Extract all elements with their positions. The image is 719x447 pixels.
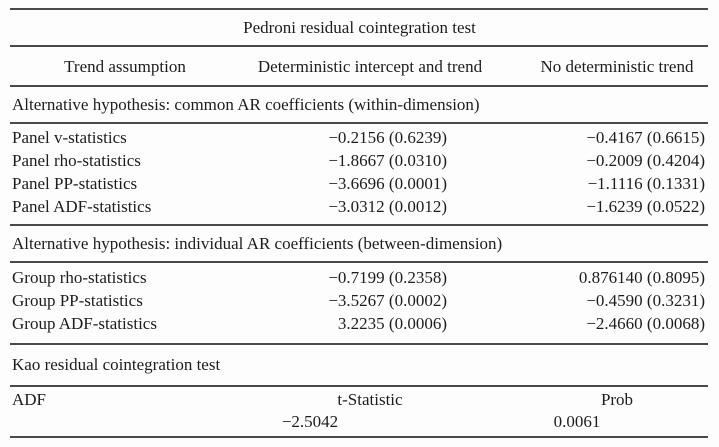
table-row: Panel ADF-statistics −3.0312 (0.0012) −1…: [0, 195, 719, 218]
between-dimension-rows: Group rho-statistics −0.7199 (0.2358) 0.…: [0, 263, 719, 343]
column-header-deterministic-intercept-trend: Deterministic intercept and trend: [257, 56, 483, 76]
table-row: Group ADF-statistics 3.2235 (0.0006) −2.…: [0, 312, 719, 335]
panel-pp-no-trend-value: −1.1116 (0.1331): [587, 174, 705, 193]
horizontal-rule-under-within-heading: [10, 122, 708, 124]
row-label-group-adf: Group ADF-statistics: [12, 314, 157, 333]
row-label-panel-adf: Panel ADF-statistics: [12, 197, 152, 216]
section-heading-within-dimension: Alternative hypothesis: common AR coeffi…: [12, 95, 480, 114]
kao-column-header-prob: Prob: [600, 390, 634, 409]
kao-column-header-t-statistic: t-Statistic: [337, 390, 403, 409]
panel-v-no-trend-value: −0.4167 (0.6615): [586, 128, 705, 147]
table-row: Group rho-statistics −0.7199 (0.2358) 0.…: [0, 266, 719, 289]
table-row: Panel rho-statistics −1.8667 (0.0310) −0…: [0, 149, 719, 172]
row-label-panel-rho: Panel rho-statistics: [12, 151, 141, 170]
column-header-trend-assumption: Trend assumption: [64, 56, 186, 76]
panel-v-intercept-trend-value: −0.2156 (0.6239): [328, 128, 447, 147]
row-label-group-rho: Group rho-statistics: [12, 268, 147, 287]
column-header-no-deterministic-trend: No deterministic trend: [540, 56, 694, 76]
kao-header-row: ADF t-Statistic Prob: [0, 389, 719, 411]
kao-value-row: −2.5042 0.0061: [0, 411, 719, 433]
panel-rho-no-trend-value: −0.2009 (0.4204): [586, 151, 705, 170]
column-header-row: Trend assumption Deterministic intercept…: [0, 47, 719, 85]
within-dimension-rows: Panel v-statistics −0.2156 (0.6239) −0.4…: [0, 124, 719, 224]
horizontal-rule-under-headers: [10, 85, 708, 87]
panel-adf-intercept-trend-value: −3.0312 (0.0012): [328, 197, 447, 216]
table-row: Panel v-statistics −0.2156 (0.6239) −0.4…: [0, 126, 719, 149]
table-row: Group PP-statistics −3.5267 (0.0002) −0.…: [0, 289, 719, 312]
horizontal-rule-under-between-heading: [10, 261, 708, 263]
horizontal-rule-top: [10, 8, 708, 10]
kao-table-title: Kao residual cointegration test: [12, 355, 221, 374]
group-pp-no-trend-value: −0.4590 (0.3231): [586, 291, 705, 310]
group-rho-intercept-trend-value: −0.7199 (0.2358): [328, 268, 447, 287]
group-adf-no-trend-value: −2.4660 (0.0068): [586, 314, 705, 333]
top-margin: [0, 0, 719, 8]
panel-rho-intercept-trend-value: −1.8667 (0.0310): [328, 151, 447, 170]
row-label-panel-v: Panel v-statistics: [12, 128, 127, 147]
row-label-panel-pp: Panel PP-statistics: [12, 174, 138, 193]
panel-adf-no-trend-value: −1.6239 (0.0522): [586, 197, 705, 216]
horizontal-rule-bottom: [10, 436, 708, 438]
horizontal-rule-under-within-rows: [10, 224, 708, 226]
group-adf-intercept-trend-value: 3.2235 (0.0006): [337, 314, 447, 333]
group-rho-no-trend-value: 0.876140 (0.8095): [578, 268, 705, 287]
horizontal-rule-under-title: [10, 45, 708, 47]
row-label-group-pp: Group PP-statistics: [12, 291, 143, 310]
panel-pp-intercept-trend-value: −3.6696 (0.0001): [328, 174, 447, 193]
kao-row-label-adf: ADF: [12, 390, 47, 409]
pedroni-table-title: Pedroni residual cointegration test: [243, 18, 476, 37]
group-pp-intercept-trend-value: −3.5267 (0.0002): [328, 291, 447, 310]
horizontal-rule-under-between-rows: [10, 343, 708, 345]
section-heading-between-dimension: Alternative hypothesis: individual AR co…: [12, 234, 503, 253]
table-row: Panel PP-statistics −3.6696 (0.0001) −1.…: [0, 172, 719, 195]
horizontal-rule-under-kao-title: [10, 385, 708, 387]
kao-t-statistic-value: −2.5042: [281, 412, 339, 431]
kao-prob-value: 0.0061: [553, 412, 601, 431]
